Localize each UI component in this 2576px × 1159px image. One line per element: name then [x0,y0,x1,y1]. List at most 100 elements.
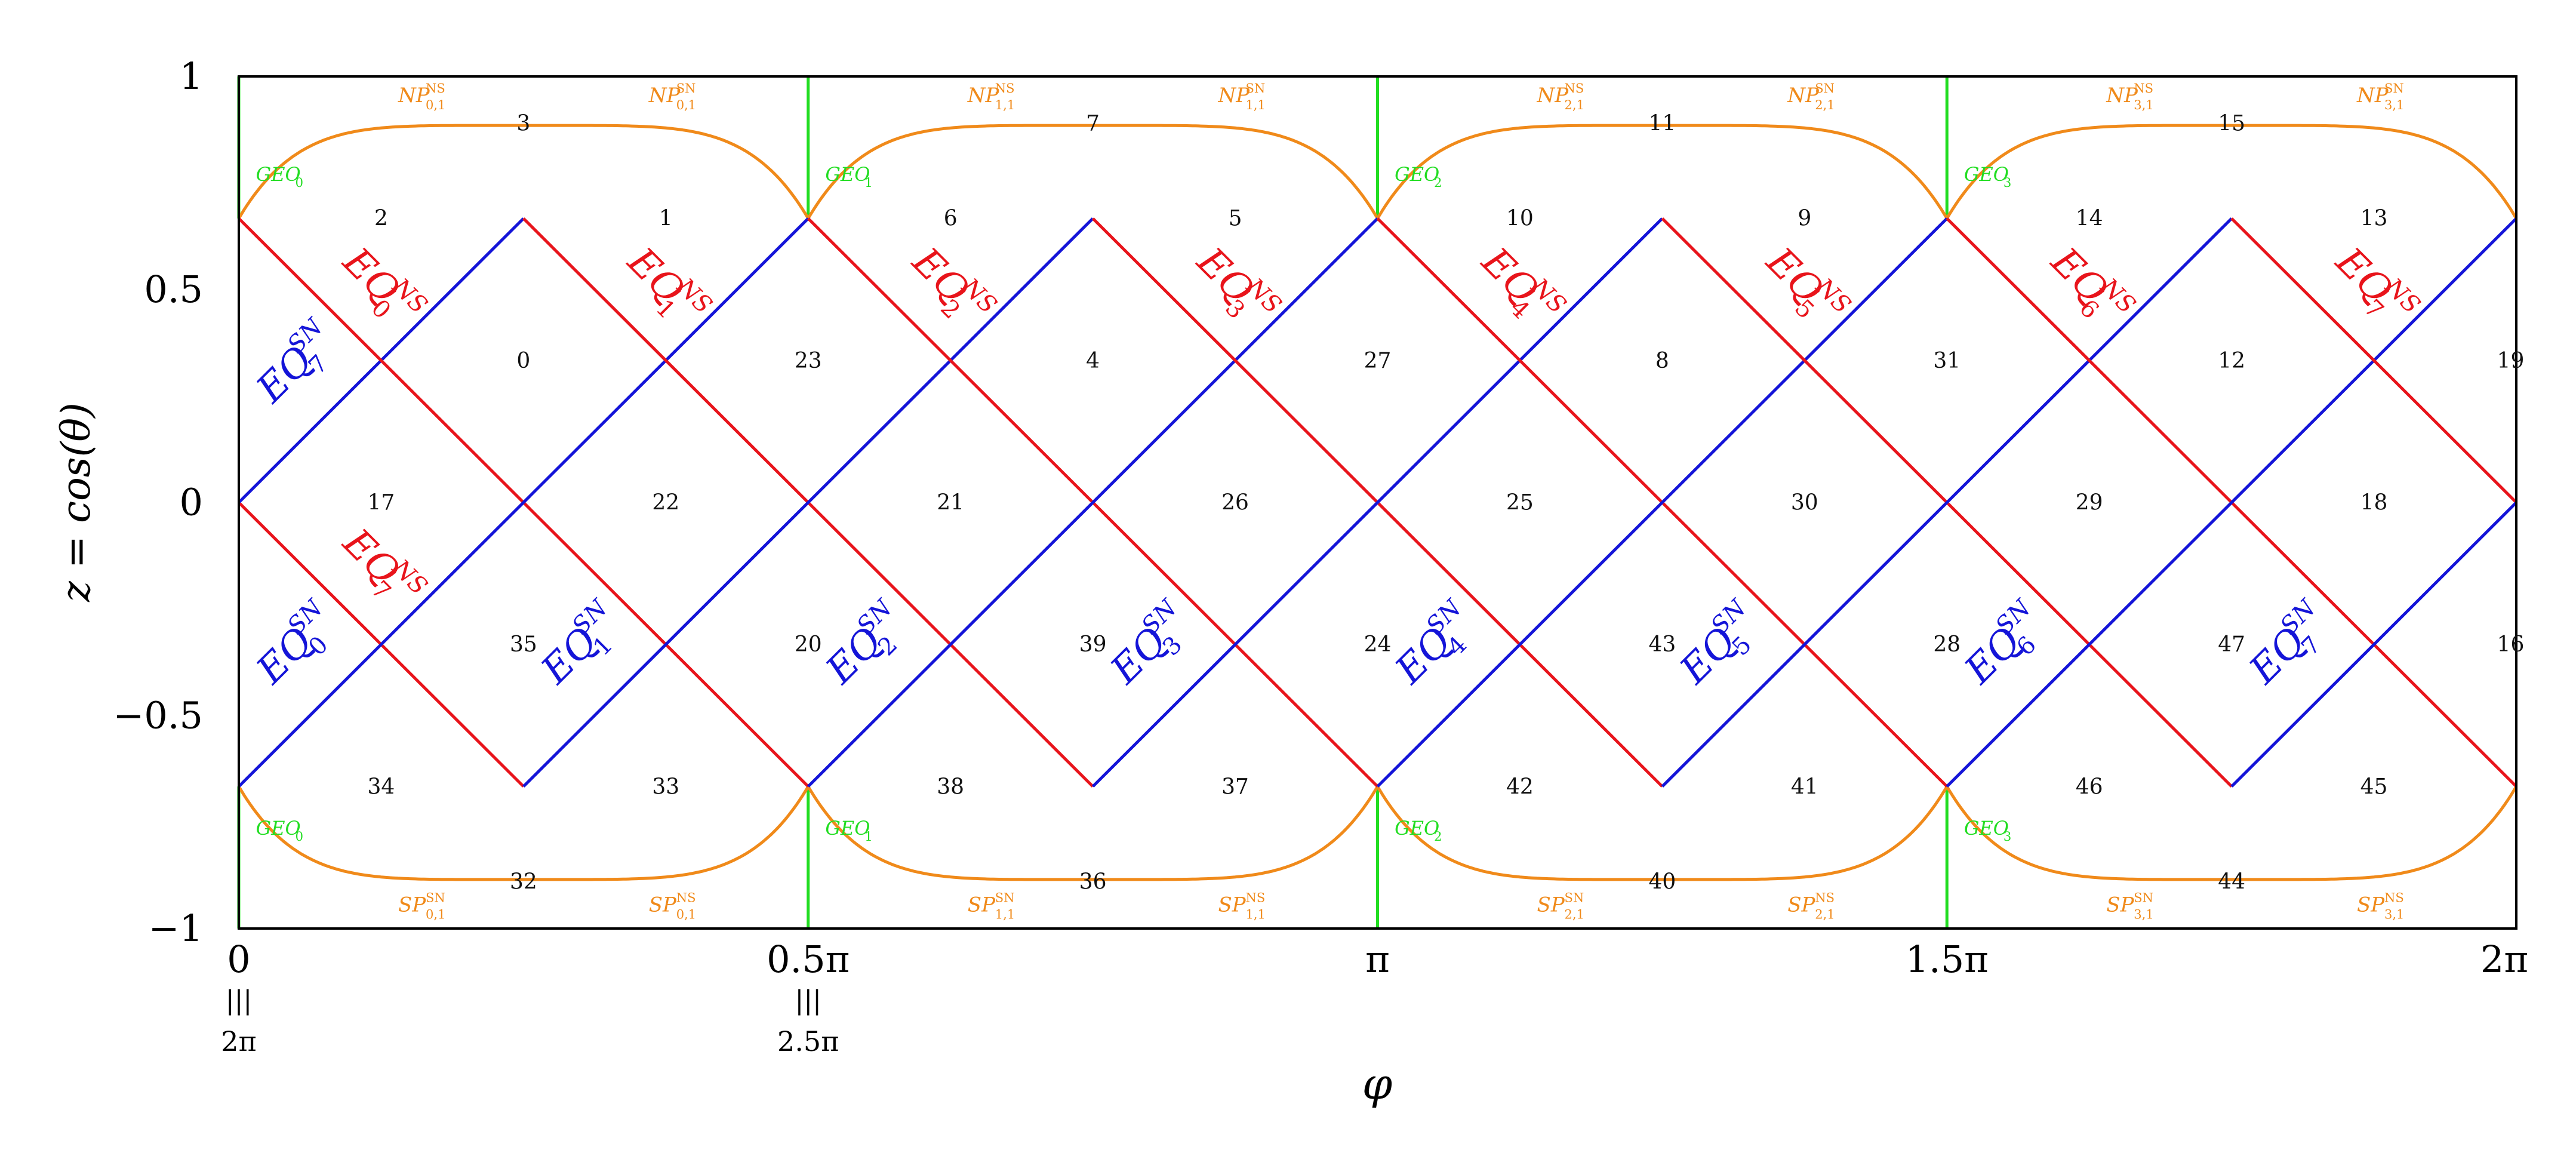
cell-index-42: 42 [1506,774,1534,799]
polar-label-12-base: SP [1537,893,1565,917]
eq-sn-boundary-8 [1376,217,1949,788]
polar-label-14: SP 3,1 SN [2106,890,2153,921]
x-tick-label-3: 1.5π [1906,937,1989,981]
cell-index-7: 7 [1086,111,1100,136]
cell-index-36: 36 [1079,870,1107,894]
x-tick-equiv-0: 2π [221,1025,257,1057]
polar-label-9-base: SP [649,893,677,917]
polar-label-15-sup: NS [2384,890,2404,905]
y-tick-label-0: 1 [180,54,203,98]
polar-label-7-sub: 3,1 [2384,98,2404,112]
polar-label-7-base: NP [2356,84,2389,107]
polar-label-9-sup: NS [676,890,696,905]
eq-sn-boundary-10 [1946,217,2517,788]
polar-label-0-base: NP [398,84,430,107]
polar-label-12: SP 2,1 SN [1537,890,1584,921]
cell-index-3: 3 [516,111,530,136]
cell-index-27: 27 [1364,349,1392,373]
y-tick-label-1: 0.5 [144,268,203,311]
polar-label-0-sub: 0,1 [426,98,445,112]
cell-index-31: 31 [1933,349,1961,373]
polar-label-6-sup: NS [2134,81,2153,96]
polar-label-1-base: NP [648,84,681,107]
polar-label-6-base: NP [2106,84,2138,107]
axes: 1 0.5 0 −0.5 −1 0 ||| 2π 0.5π ||| 2.5π π 1.5π 2π [113,54,2528,1057]
polar-label-10: SP 1,1 SN [968,890,1015,921]
polar-label-2-sup: NS [995,81,1015,96]
cell-index-29: 29 [2076,491,2103,515]
geo-label-5-base: GEO [825,817,870,840]
polar-label-1-sup: SN [676,81,696,96]
polar-label-0-sup: NS [426,81,445,96]
polar-label-0: NP0,1 NS [398,81,445,112]
geo-label-1-base: GEO [825,163,870,186]
polar-label-4-sup: NS [1565,81,1584,96]
polar-label-10-sub: 1,1 [995,907,1015,921]
polar-label-6: NP3,1 NS [2106,81,2153,112]
cell-index-32: 32 [510,870,537,894]
polar-label-12-sub: 2,1 [1565,907,1584,921]
x-tick-equiv-symbol-0: ||| [226,985,252,1016]
geo-label-0-sub: 0 [296,176,303,190]
polar-label-7: NP3,1 SN [2356,81,2404,112]
polar-label-11-base: SP [1218,893,1246,917]
eq-sn-boundary-11 [2230,501,2517,788]
eq-sn-boundary-9 [1661,217,2233,788]
plot-frame [238,75,2517,930]
cell-index-38: 38 [937,774,964,799]
cell-index-6: 6 [944,207,958,231]
polar-label-4: NP2,1 NS [1537,81,1584,112]
cell-index-16: 16 [2497,632,2525,657]
x-tick-label-0: 0 [227,937,250,981]
geo-label-2-base: GEO [1395,163,1439,186]
geo-label-5-sub: 1 [864,829,872,844]
polar-label-7-sup: SN [2384,81,2404,96]
geo-label-3-base: GEO [1964,163,2009,186]
cell-index-23: 23 [795,349,822,373]
eq-sn-boundary-4 [238,217,810,788]
polar-label-14-base: SP [2106,893,2134,917]
polar-label-13: SP 2,1 NS [1787,890,1835,921]
polar-label-15-sub: 3,1 [2384,907,2404,921]
cell-index-39: 39 [1079,632,1107,657]
geo-label-6-sub: 2 [1434,829,1442,844]
y-tick-label-2: 0 [180,481,203,524]
polar-label-11-sup: NS [1245,890,1265,905]
geo-label-7-base: GEO [1964,817,2009,840]
cell-index-20: 20 [795,632,822,657]
y-axis-label: z = cos(θ) [53,402,99,602]
polar-label-3-sub: 1,1 [1245,98,1265,112]
cell-index-40: 40 [1648,870,1676,894]
y-tick-label-3: −0.5 [113,693,203,737]
cell-index-21: 21 [937,491,964,515]
geo-label-4-base: GEO [256,817,301,840]
polar-label-15-base: SP [2357,893,2385,917]
polar-label-3: NP1,1 SN [1217,81,1265,112]
cell-index-24: 24 [1364,632,1392,657]
cell-index-19: 19 [2497,349,2525,373]
cell-index-2: 2 [374,207,388,231]
geo-label-4-sub: 0 [296,829,303,844]
polar-label-5: NP2,1 SN [1787,81,1835,112]
polar-label-5-base: NP [1787,84,1820,107]
polar-label-13-base: SP [1787,893,1815,917]
cell-index-45: 45 [2360,774,2388,799]
polar-label-14-sup: SN [2134,890,2153,905]
polar-label-13-sup: NS [1815,890,1835,905]
polar-label-3-sup: SN [1245,81,1265,96]
polar-label-10-base: SP [968,893,996,917]
polar-label-4-base: NP [1537,84,1569,107]
geo-label-1-sub: 1 [864,176,872,190]
polar-label-8-sub: 0,1 [426,907,445,921]
polar-label-9-sub: 0,1 [676,907,696,921]
